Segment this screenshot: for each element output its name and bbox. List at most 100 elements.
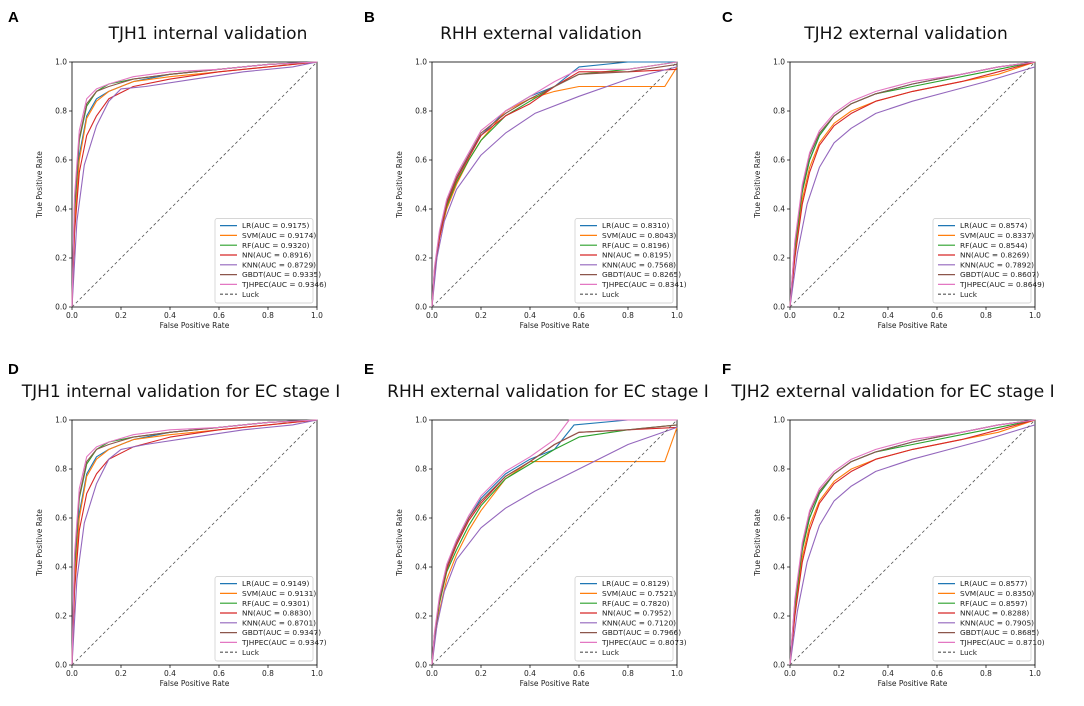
legend-label: Luck xyxy=(242,648,260,657)
roc-line-tjhpec xyxy=(431,61,678,308)
roc-line-gbdt xyxy=(431,424,678,666)
x-tick-label: 0.6 xyxy=(213,669,225,678)
legend-label: Luck xyxy=(242,290,260,299)
chart-panel-f: F TJH2 external validation for EC stage Ⅰ… xyxy=(722,361,1055,688)
chart-title: RHH external validation xyxy=(440,24,642,44)
legend-label: LR(AUC = 0.9149) xyxy=(242,579,310,588)
plot-frame xyxy=(431,419,678,666)
y-tick-label: 0.2 xyxy=(415,612,427,621)
x-tick-label: 0.0 xyxy=(426,311,438,320)
legend-label: NN(AUC = 0.8830) xyxy=(242,609,311,618)
y-tick-label: 0.0 xyxy=(773,661,785,670)
panel-letter: F xyxy=(722,361,731,378)
y-axis-label: True Positive Rate xyxy=(395,151,404,219)
roc-line-luck xyxy=(431,419,678,666)
legend-label: Luck xyxy=(602,648,620,657)
chart-panel-c: C TJH2 external validation 0.0 0.2 0.4 0.6 0.8… xyxy=(722,9,1045,330)
chart-title: TJH1 internal validation xyxy=(108,24,308,44)
roc-line-luck xyxy=(789,419,1036,666)
roc-line-knn xyxy=(71,61,318,308)
legend-label: TJHPEC(AUC = 0.9347) xyxy=(241,638,327,647)
y-tick-label: 0.6 xyxy=(773,514,785,523)
x-tick-label: 1.0 xyxy=(311,311,323,320)
roc-line-tjhpec xyxy=(71,61,318,308)
y-tick-label: 0.2 xyxy=(773,612,785,621)
legend-label: LR(AUC = 0.8577) xyxy=(960,579,1028,588)
legend-label: SVM(AUC = 0.9131) xyxy=(242,589,316,598)
legend: LR(AUC = 0.8129)SVM(AUC = 0.7521)RF(AUC … xyxy=(574,576,687,662)
x-tick-label: 0.2 xyxy=(475,311,487,320)
panel-letter: A xyxy=(8,9,19,26)
y-tick-label: 0.4 xyxy=(773,205,785,214)
y-tick-label: 0.8 xyxy=(415,107,427,116)
legend-label: KNN(AUC = 0.8729) xyxy=(242,260,316,269)
legend-label: RF(AUC = 0.8196) xyxy=(602,241,670,250)
legend-label: SVM(AUC = 0.9174) xyxy=(242,231,316,240)
x-tick-label: 0.4 xyxy=(164,311,176,320)
roc-line-tjhpec xyxy=(431,419,677,666)
y-tick-label: 0.2 xyxy=(773,254,785,263)
legend-label: KNN(AUC = 0.8701) xyxy=(242,618,316,627)
legend-label: Luck xyxy=(602,290,620,299)
x-tick-label: 0.2 xyxy=(115,669,127,678)
roc-line-nn xyxy=(789,61,1036,308)
roc-line-knn xyxy=(431,426,678,666)
legend-label: LR(AUC = 0.8129) xyxy=(602,579,670,588)
x-tick-label: 0.4 xyxy=(164,669,176,678)
x-tick-label: 0.4 xyxy=(524,311,536,320)
plot-frame xyxy=(71,61,318,308)
roc-line-knn xyxy=(789,424,1036,666)
legend-label: TJHPEC(AUC = 0.8341) xyxy=(601,280,687,289)
y-tick-label: 0.6 xyxy=(55,156,67,165)
legend-label: TJHPEC(AUC = 0.8710) xyxy=(959,638,1045,647)
y-axis-label: True Positive Rate xyxy=(35,151,44,219)
roc-line-luck xyxy=(789,61,1036,308)
legend: LR(AUC = 0.9175)SVM(AUC = 0.9174)RF(AUC … xyxy=(214,218,327,304)
y-tick-label: 0.4 xyxy=(415,205,427,214)
panel-letter: C xyxy=(722,9,733,26)
x-tick-label: 0.0 xyxy=(784,311,796,320)
x-tick-label: 0.4 xyxy=(882,311,894,320)
y-axis-label: True Positive Rate xyxy=(395,509,404,577)
legend-label: KNN(AUC = 0.7120) xyxy=(602,618,676,627)
x-tick-label: 1.0 xyxy=(1029,669,1041,678)
x-axis-label: False Positive Rate xyxy=(520,679,590,688)
legend-label: RF(AUC = 0.9301) xyxy=(242,599,310,608)
legend-label: GBDT(AUC = 0.8265) xyxy=(602,270,681,279)
legend-label: RF(AUC = 0.8597) xyxy=(960,599,1028,608)
x-tick-label: 0.6 xyxy=(573,311,585,320)
legend-label: SVM(AUC = 0.8350) xyxy=(960,589,1034,598)
y-tick-label: 0.6 xyxy=(773,156,785,165)
y-tick-label: 0.2 xyxy=(55,254,67,263)
chart-title: TJH1 internal validation for EC stage Ⅰ xyxy=(21,382,341,402)
x-axis-label: False Positive Rate xyxy=(160,679,230,688)
legend-label: NN(AUC = 0.8288) xyxy=(960,609,1029,618)
roc-line-nn xyxy=(71,61,318,308)
roc-line-luck xyxy=(431,61,678,308)
x-tick-label: 1.0 xyxy=(1029,311,1041,320)
legend-label: GBDT(AUC = 0.9335) xyxy=(242,270,321,279)
y-tick-label: 0.4 xyxy=(55,563,67,572)
chart-title: RHH external validation for EC stage Ⅰ xyxy=(387,382,709,402)
chart-title: TJH2 external validation for EC stage Ⅰ xyxy=(730,382,1054,402)
legend-label: KNN(AUC = 0.7568) xyxy=(602,260,676,269)
roc-line-nn xyxy=(431,68,678,308)
legend-box xyxy=(574,576,674,662)
legend-label: NN(AUC = 0.7952) xyxy=(602,609,671,618)
roc-line-luck xyxy=(71,419,318,666)
y-tick-label: 0.8 xyxy=(55,465,67,474)
x-tick-label: 0.8 xyxy=(622,311,634,320)
x-axis-label: False Positive Rate xyxy=(160,321,230,330)
y-tick-label: 0.6 xyxy=(415,514,427,523)
x-tick-label: 0.2 xyxy=(833,311,845,320)
y-tick-label: 0.6 xyxy=(415,156,427,165)
x-tick-label: 0.8 xyxy=(262,311,274,320)
x-tick-label: 0.2 xyxy=(475,669,487,678)
y-tick-label: 0.8 xyxy=(415,465,427,474)
y-tick-label: 1.0 xyxy=(773,416,785,425)
chart-title: TJH2 external validation xyxy=(803,24,1007,44)
y-tick-label: 0.0 xyxy=(773,303,785,312)
x-tick-label: 0.6 xyxy=(213,311,225,320)
x-tick-label: 0.8 xyxy=(980,311,992,320)
